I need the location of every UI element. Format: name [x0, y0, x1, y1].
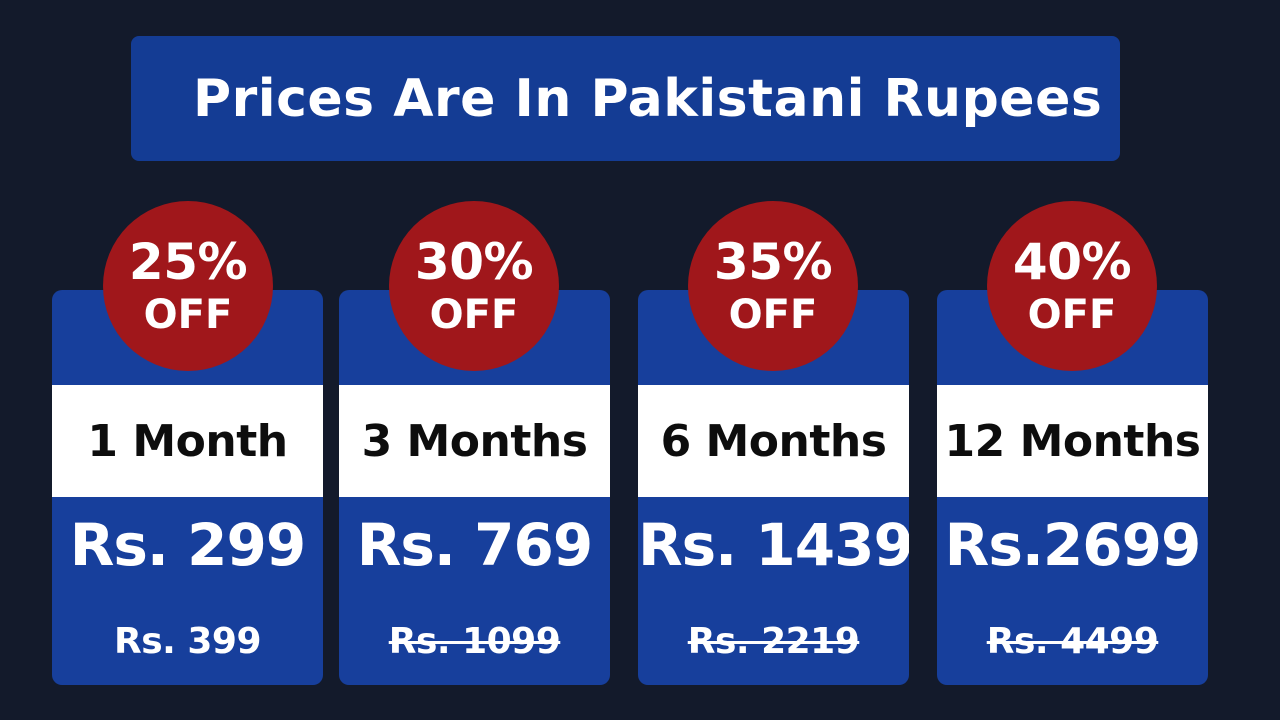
- plan-duration-strip: 12 Months: [937, 385, 1208, 497]
- discount-off-label: OFF: [1027, 292, 1117, 338]
- plan-original-price: Rs. 4499: [986, 621, 1159, 662]
- discount-badge-1-month: 25% OFF: [103, 201, 273, 371]
- discount-off-label: OFF: [429, 292, 519, 338]
- discount-off-label: OFF: [143, 292, 233, 338]
- page-title: Prices Are In Pakistani Rupees: [193, 68, 1103, 129]
- discount-off-label: OFF: [728, 292, 818, 338]
- plan-duration: 1 Month: [87, 415, 288, 467]
- plan-duration-strip: 6 Months: [638, 385, 909, 497]
- discount-percent: 30%: [414, 233, 534, 291]
- plan-price: Rs.2699: [944, 511, 1202, 579]
- plan-original-price: Rs. 399: [113, 621, 262, 662]
- plan-original-price: Rs. 2219: [687, 621, 860, 662]
- plan-duration: 6 Months: [660, 415, 887, 467]
- discount-percent: 40%: [1012, 233, 1132, 291]
- discount-badge-3-months: 30% OFF: [389, 201, 559, 371]
- discount-percent: 25%: [128, 233, 248, 291]
- plan-original-price: Rs. 1099: [388, 621, 561, 662]
- discount-percent: 35%: [713, 233, 833, 291]
- header-banner: Prices Are In Pakistani Rupees: [131, 36, 1120, 161]
- plan-price: Rs. 1439: [638, 511, 909, 579]
- plan-card-6-months[interactable]: 6 Months Rs. 1439 Rs. 2219: [638, 290, 909, 685]
- plan-duration-strip: 3 Months: [339, 385, 610, 497]
- plan-duration-strip: 1 Month: [52, 385, 323, 497]
- plan-duration: 12 Months: [944, 415, 1201, 467]
- plan-price: Rs. 769: [356, 511, 593, 579]
- discount-badge-6-months: 35% OFF: [688, 201, 858, 371]
- discount-badge-12-months: 40% OFF: [987, 201, 1157, 371]
- plan-card-12-months[interactable]: 12 Months Rs.2699 Rs. 4499: [937, 290, 1208, 685]
- plan-duration: 3 Months: [361, 415, 588, 467]
- plan-price: Rs. 299: [69, 511, 306, 579]
